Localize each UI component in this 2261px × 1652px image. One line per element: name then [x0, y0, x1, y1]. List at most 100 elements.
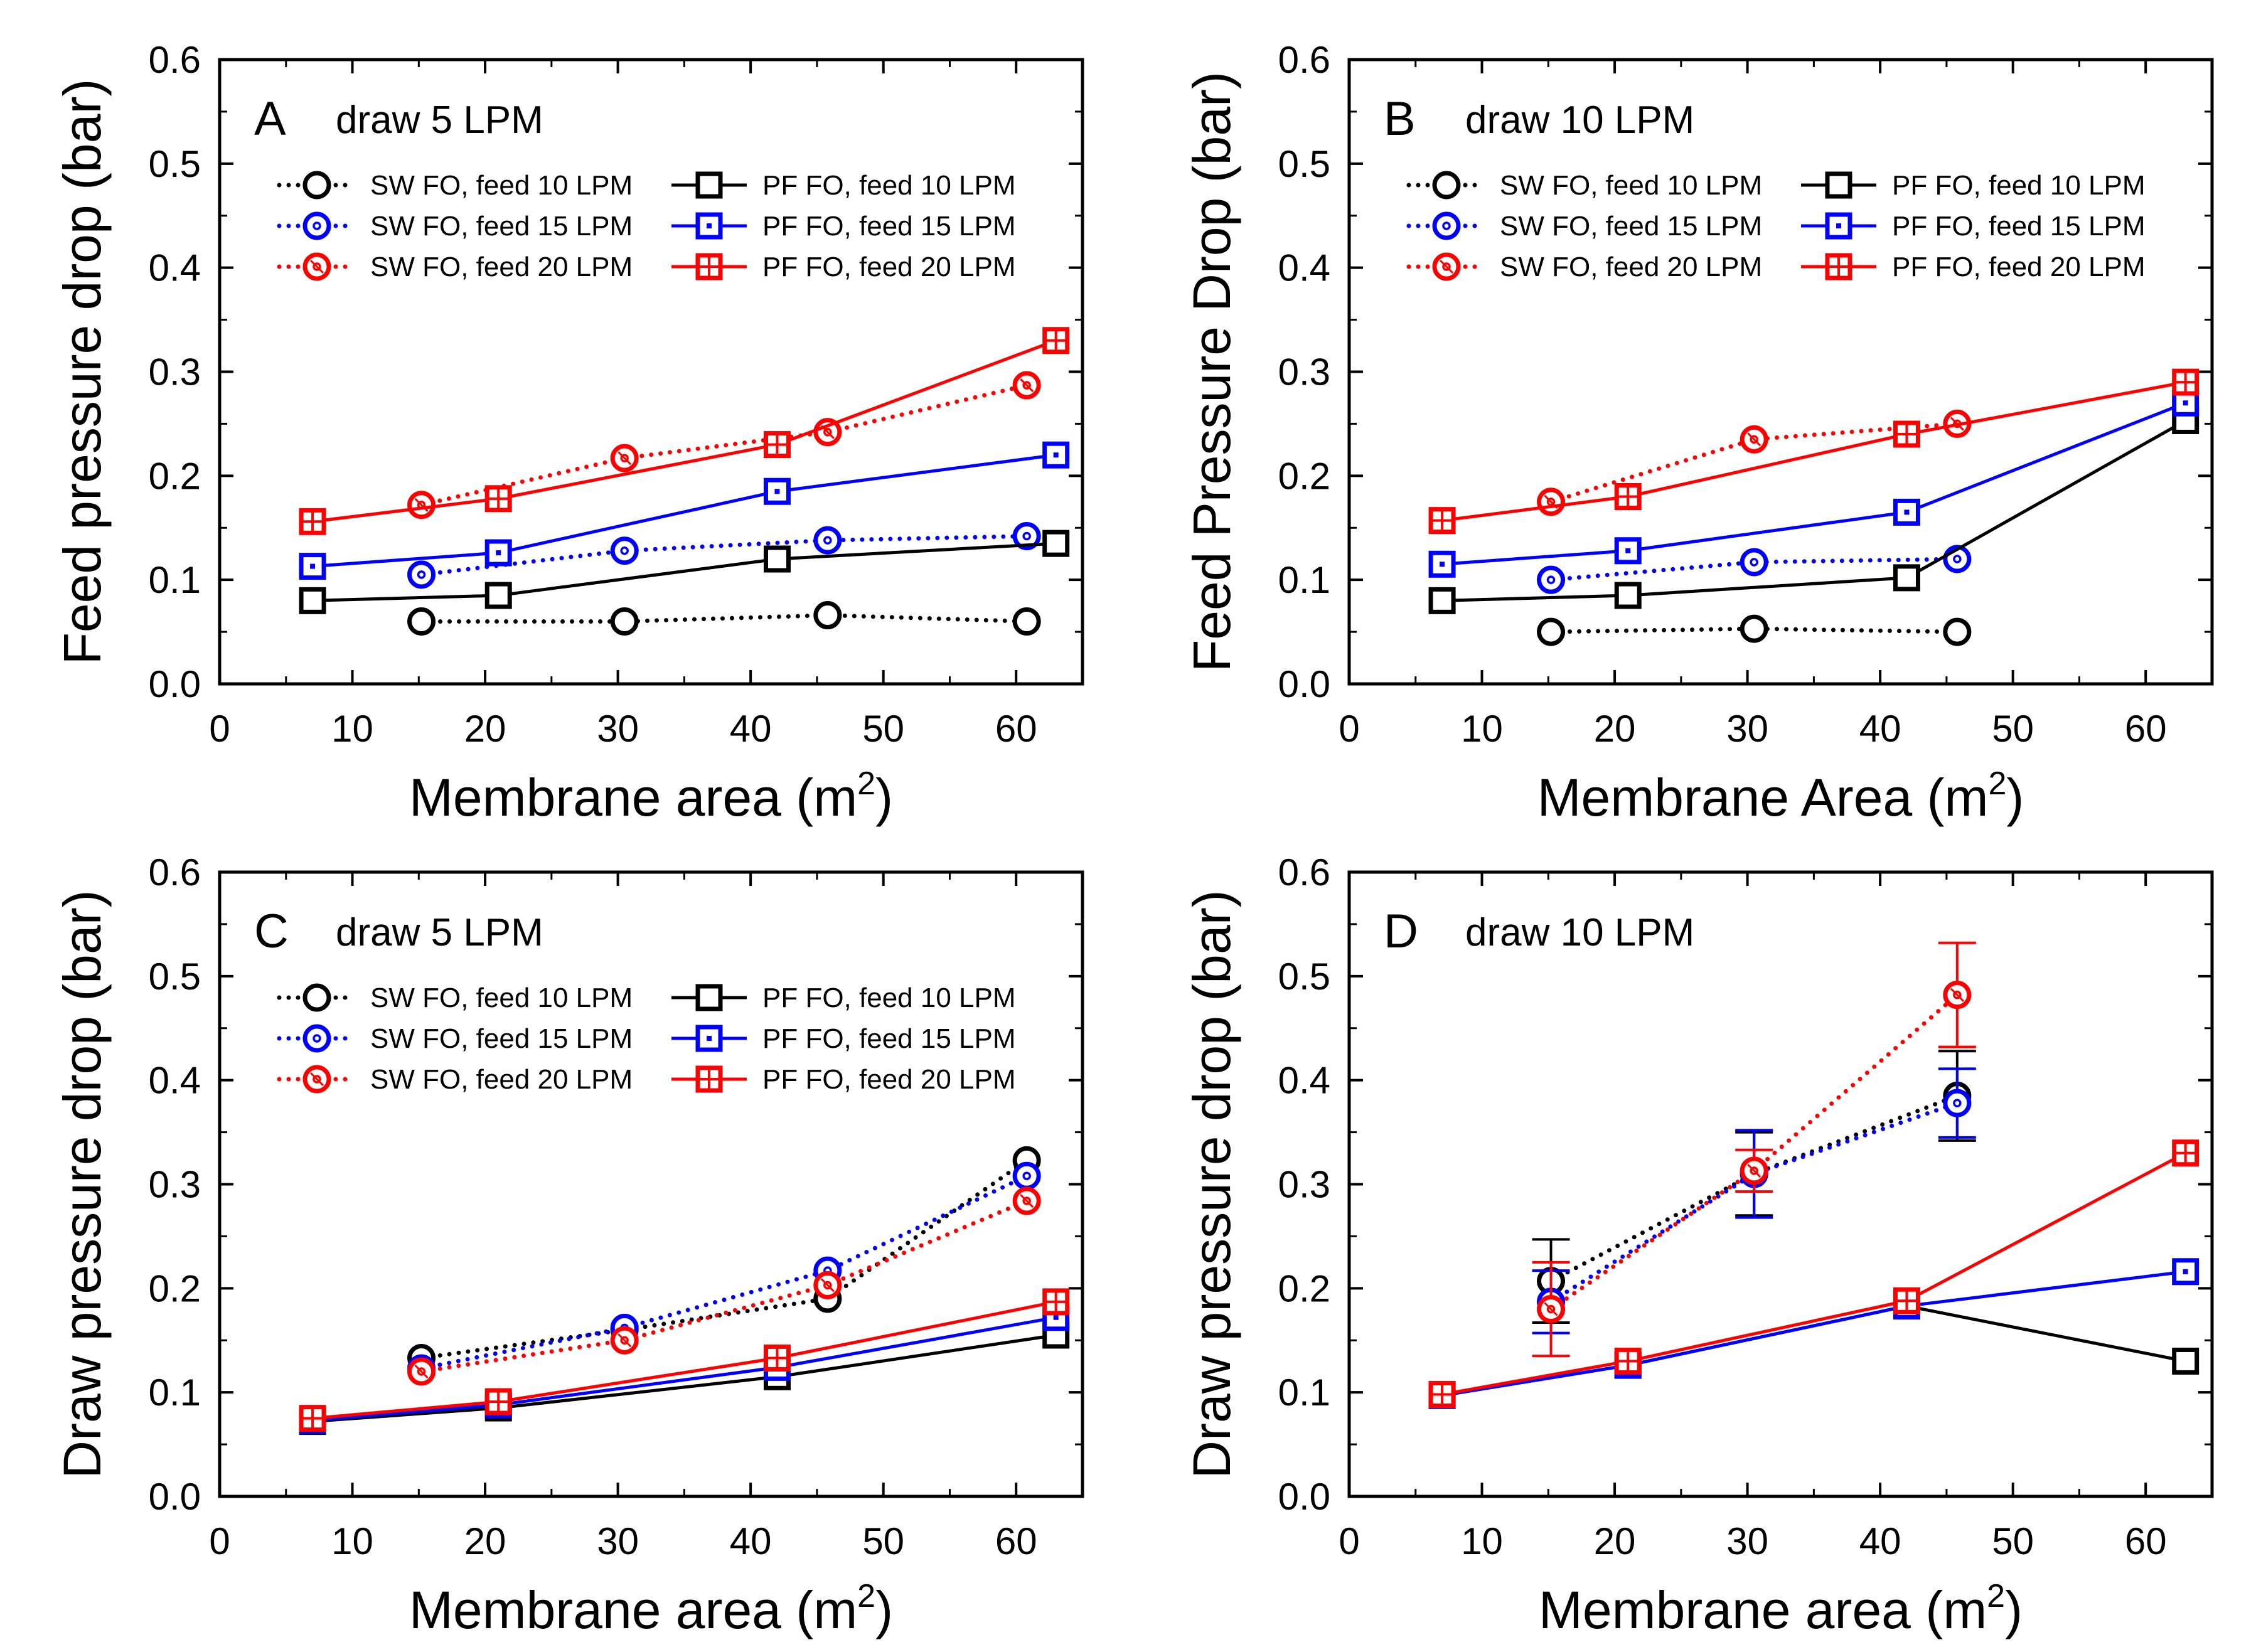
- panel-b-xlabel-tail: ): [2006, 768, 2024, 827]
- panel-b-xlabel: Membrane Area (m2): [1537, 765, 2024, 827]
- panel-b-legend-marker-box: [1825, 212, 1852, 240]
- panel-c-ytick-label: 0.6: [149, 851, 201, 893]
- panel-d-xtick-label: 20: [1594, 1520, 1636, 1562]
- panel-b-series-6: [1428, 368, 2200, 535]
- panel-d-series-2-point: [1943, 1089, 1972, 1117]
- panel-b-series-5: [1428, 389, 2200, 578]
- panel-a-series-3-point: [407, 491, 436, 520]
- panel-a-ytick-label: 0.2: [149, 455, 201, 497]
- panel-a-letter: A: [254, 92, 286, 146]
- panel-b-series-4-point-box: [1614, 582, 1642, 609]
- panel-b-series-2-point-dot: [1546, 575, 1556, 584]
- panel-b-series-3-point-hatch: [1747, 432, 1761, 447]
- panel-a-legend-label: SW FO, feed 20 LPM: [370, 252, 633, 282]
- panel-d-ytick-label: 0.6: [1278, 851, 1330, 893]
- panel-b-series-5-point-dot: [1904, 509, 1910, 515]
- panel-b-legend-marker: [1432, 171, 1461, 200]
- panel-c-series-3: [407, 1186, 1041, 1386]
- panel-b: 0 10 20 30 40 50 60 0.0 0.1 0.2 0.3 0.4 0.5 0.6 Membra…: [1182, 39, 2214, 827]
- panel-a-xtick-label: 20: [464, 708, 506, 750]
- panel-c-series-2-point-ring: [1012, 1161, 1041, 1190]
- panel-a-series-1-line: [419, 613, 1029, 624]
- panel-b-ytick-label: 0.5: [1278, 143, 1330, 185]
- panel-a-series-5-point-box: [299, 553, 326, 580]
- panel-b-series-6-point: [2172, 368, 2200, 396]
- panel-a-ytick-label: 0.5: [149, 143, 201, 185]
- panel-c-xtick-label: 20: [464, 1520, 506, 1562]
- panel-b-series-1-point: [1740, 614, 1768, 643]
- panel-d-series-6-point: [1893, 1287, 1920, 1314]
- panel-a-series-6: [299, 327, 1070, 535]
- panel-d-xtick-label: 10: [1461, 1520, 1503, 1562]
- panel-d-xtick-label: 0: [1339, 1520, 1359, 1562]
- panel-b-legend-label: SW FO, feed 10 LPM: [1500, 170, 1762, 201]
- panel-c-series-3-point: [1012, 1186, 1041, 1215]
- panel-d-series-3-point: [1740, 1156, 1768, 1185]
- panel-b-legend-label: SW FO, feed 20 LPM: [1500, 252, 1762, 282]
- panel-a-series-5-point-dot: [774, 489, 780, 494]
- panel-b-legend-label: SW FO, feed 15 LPM: [1500, 211, 1762, 242]
- panel-a-series-2-point-ring: [610, 536, 639, 565]
- panel-c-legend-marker: [695, 1065, 723, 1093]
- panel-c-letter: C: [254, 905, 289, 958]
- panel-a-xtick-label: 10: [331, 708, 373, 750]
- panel-c-series-3-point: [813, 1271, 842, 1299]
- panel-c-legend-label: PF FO, feed 20 LPM: [762, 1064, 1016, 1095]
- panel-a-series-4-point: [484, 582, 512, 609]
- panel-b-series-1-point-ring: [1740, 614, 1768, 643]
- panel-a-legend-marker-dot: [313, 262, 321, 271]
- panel-c-legend-marker-box: [695, 984, 723, 1011]
- panel-a-xtick-label: 0: [209, 708, 230, 750]
- panel-a-series-2-point-dot: [1022, 531, 1031, 541]
- panel-c-xlabel-tail: ): [875, 1580, 893, 1639]
- panel-c-ytick-label: 0.2: [149, 1267, 201, 1309]
- panel-b-legend-marker-dot: [1442, 262, 1451, 271]
- panel-b-series-2-point: [1740, 548, 1768, 577]
- panel-a-legend-marker: [302, 171, 331, 200]
- panel-a-series-3-point: [610, 444, 639, 472]
- panel-d-series-4-point: [2172, 1347, 2200, 1375]
- panel-d-series-3-point-dot: [1546, 1304, 1556, 1314]
- panel-c-title: draw 5 LPM: [336, 911, 543, 954]
- panel-a-series-4-point: [763, 545, 791, 573]
- panel-d-xlabel-main: Membrane area (m: [1539, 1580, 1987, 1639]
- panel-b-legend-marker: [1825, 171, 1852, 199]
- panel-b-series-6-line: [1441, 380, 2186, 523]
- panel-b-letter: B: [1384, 92, 1416, 146]
- panel-a-ytick-label: 0.6: [149, 39, 201, 81]
- panel-c-ytick-label: 0.0: [149, 1476, 201, 1518]
- panel-d-xtick-label: 40: [1859, 1520, 1901, 1562]
- panel-a-series-6-point: [299, 508, 326, 535]
- panel-c-series-3-point-dot: [823, 1281, 832, 1290]
- panel-b-series-4-point: [1893, 564, 1920, 592]
- panel-a-xlabel: Membrane area (m2): [409, 765, 893, 827]
- panel-b-series-2-line: [1549, 557, 1960, 582]
- panel-a-xtick-label: 50: [862, 708, 904, 750]
- panel-d-xtick-label: 60: [2125, 1520, 2167, 1562]
- panel-a-legend-label: PF FO, feed 20 LPM: [762, 252, 1016, 282]
- panel-d-series-2-point-dot: [1953, 1099, 1962, 1107]
- panel-a-series-3-point-dot: [1022, 381, 1031, 390]
- panel-b-series-3-line: [1549, 421, 1960, 504]
- panel-a-legend-label: SW FO, feed 10 LPM: [370, 170, 633, 201]
- panel-a-series-4-point: [1042, 530, 1070, 557]
- panel-a-series-2-point-ring: [407, 560, 436, 589]
- panel-b-series-1-point: [1537, 617, 1566, 646]
- panel-b-legend-marker: [1825, 253, 1852, 280]
- panel-b-series-4-line: [1442, 419, 2186, 602]
- panel-a-series-3-point-hatch: [617, 451, 632, 466]
- panel-c-series-2-line: [419, 1173, 1029, 1371]
- panel-b-series-2-point: [1537, 565, 1566, 594]
- panel-c-series-3-point: [407, 1357, 436, 1386]
- panel-c-series-6-point: [1042, 1288, 1070, 1316]
- panel-a-series-4: [299, 530, 1070, 614]
- panel-a-legend-marker: [302, 211, 331, 240]
- panel-a-series-2-point-ring: [1012, 522, 1041, 551]
- panel-b-series-2-point: [1943, 545, 1972, 573]
- panel-b-legend-marker-ring: [1432, 211, 1461, 240]
- panel-c-ytick-label: 0.1: [149, 1372, 201, 1414]
- panel-b-series-3-point-dot: [1750, 435, 1758, 444]
- panel-a: 0 10 20 30 40 50 60 0.0 0.1 0.2 0.3 0.4 0.5 0.6 Membra…: [53, 39, 1084, 827]
- panel-b-ytick-label: 0.4: [1278, 247, 1330, 289]
- panel-b-frame: [1347, 58, 2214, 686]
